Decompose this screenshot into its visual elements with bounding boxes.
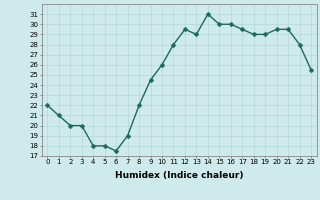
X-axis label: Humidex (Indice chaleur): Humidex (Indice chaleur)	[115, 171, 244, 180]
